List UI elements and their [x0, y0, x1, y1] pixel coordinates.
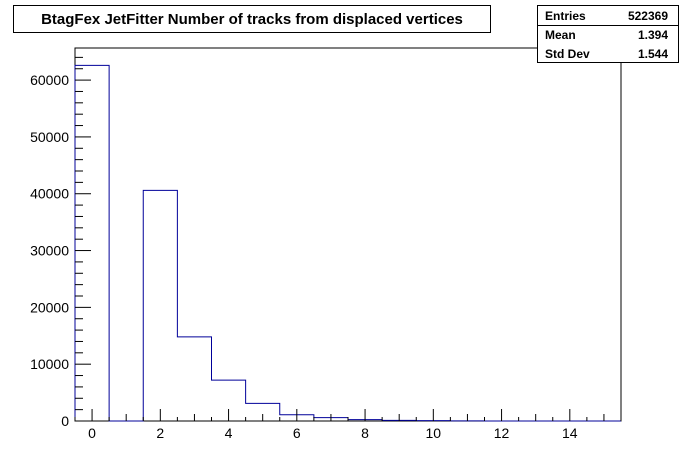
histogram-bin	[143, 190, 177, 421]
y-tick-label: 20000	[30, 299, 69, 315]
y-tick-label: 50000	[30, 129, 69, 145]
stats-value: 1.394	[637, 28, 668, 42]
histogram-line	[74, 64, 621, 422]
stats-value: 1.544	[637, 47, 668, 61]
stats-box: Entries 522369 Mean 1.394 Std Dev 1.544	[537, 5, 679, 63]
stats-label: Std Dev	[545, 47, 590, 61]
plot-frame	[74, 47, 622, 422]
histogram-bin	[75, 65, 109, 421]
x-tick-label: 6	[293, 425, 301, 441]
y-tick-label: 40000	[30, 186, 69, 202]
stats-row-entries: Entries 522369	[538, 6, 678, 26]
y-tick-label: 10000	[30, 356, 69, 372]
x-tick-label: 2	[156, 425, 164, 441]
histogram-bin	[177, 337, 211, 421]
y-axis: 0 10000 20000 30000 40000 50000 60000	[30, 56, 91, 429]
chart-title: BtagFex JetFitter Number of tracks from …	[41, 10, 463, 28]
stats-row-mean: Mean 1.394	[538, 25, 678, 44]
chart-title-box: BtagFex JetFitter Number of tracks from …	[13, 5, 491, 33]
y-tick-label: 0	[61, 413, 69, 429]
x-tick-label: 10	[426, 425, 442, 441]
x-tick-label: 4	[225, 425, 233, 441]
x-tick-label: 14	[562, 425, 578, 441]
y-tick-label: 30000	[30, 243, 69, 259]
x-axis: 0 2 4 6 8 10 12 14	[74, 409, 622, 441]
stats-label: Entries	[545, 9, 586, 23]
histogram-bars	[74, 64, 621, 422]
y-tick-label: 60000	[30, 72, 69, 88]
stats-label: Mean	[545, 28, 576, 42]
x-tick-label: 0	[88, 425, 96, 441]
x-tick-label: 12	[494, 425, 510, 441]
stats-row-stddev: Std Dev 1.544	[538, 44, 678, 63]
x-tick-label: 8	[361, 425, 369, 441]
stats-value: 522369	[627, 9, 668, 23]
